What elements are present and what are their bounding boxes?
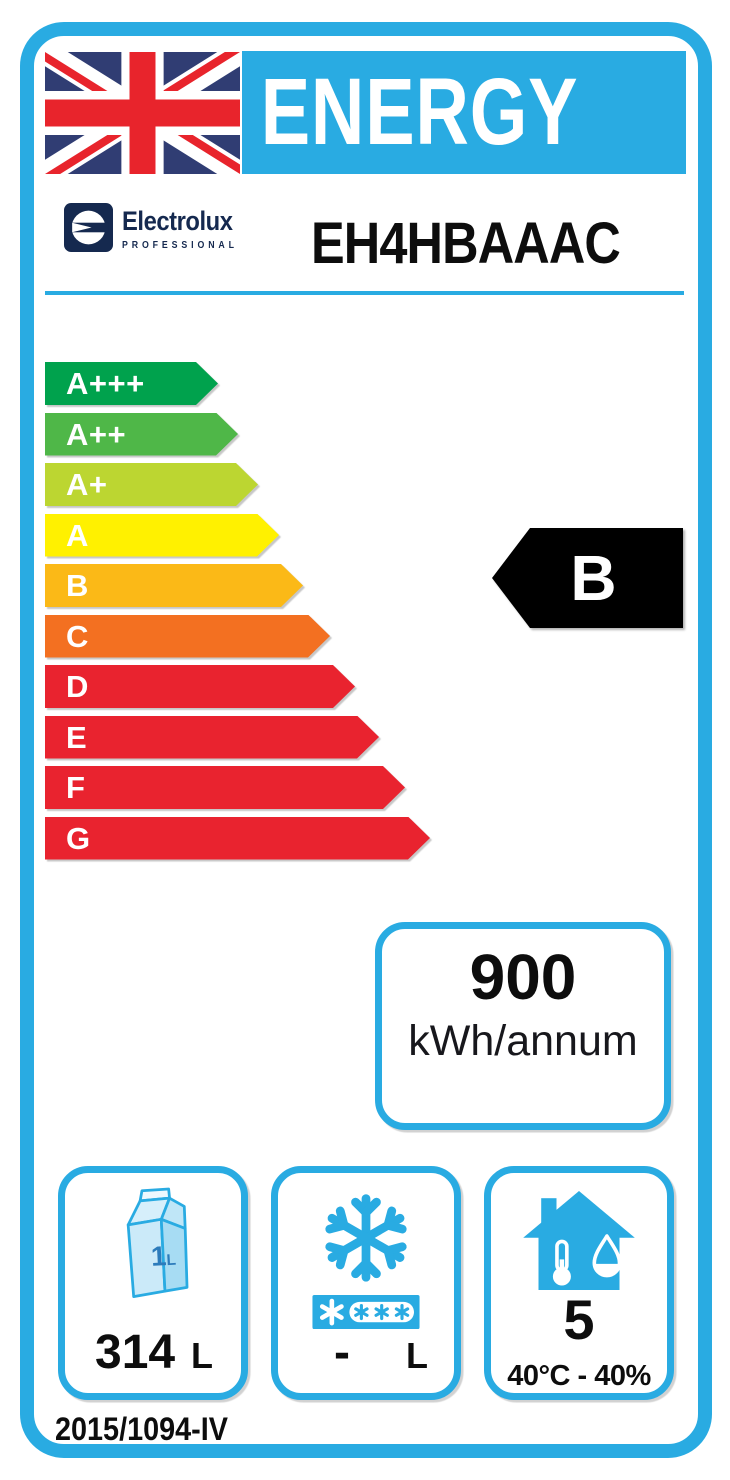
rating-arrow-appp: A+++ — [45, 362, 218, 405]
rating-grade-label: A+ — [66, 467, 108, 502]
rating-grade-label: E — [66, 719, 88, 755]
milk-carton-icon: 1L — [126, 1187, 189, 1298]
rating-grade-label: A++ — [66, 416, 127, 452]
climate-condition: 40°C - 40% — [507, 1360, 651, 1392]
rating-arrow-d: D — [45, 665, 355, 708]
current-rating-arrow: B — [492, 528, 683, 628]
energy-consumption-box: 900 kWh/annum — [375, 922, 671, 1130]
current-rating-grade: B — [492, 528, 683, 628]
rating-arrow-a: A — [45, 514, 279, 557]
brand-logo: Electrolux PROFESSIONAL — [64, 203, 254, 252]
four-star-freezer-icon — [312, 1294, 420, 1329]
energy-title: ENERGY — [260, 59, 579, 165]
rating-arrow-f: F — [45, 766, 405, 809]
house-icon — [523, 1191, 635, 1290]
rating-grade-label: D — [66, 669, 89, 704]
rating-scale: A+++ A++ A+ A B C D E F G — [45, 362, 445, 862]
rating-grade-label: B — [66, 568, 89, 603]
droplet-icon — [592, 1234, 622, 1278]
model-number: EH4HBAAAC — [311, 211, 621, 276]
header-divider — [45, 291, 684, 295]
freezer-box: - L — [271, 1166, 461, 1400]
regulation-reference: 2015/1094-IV — [55, 1411, 228, 1447]
brand-text: Electrolux PROFESSIONAL — [122, 206, 254, 251]
fridge-value-row: 314 L — [65, 1329, 241, 1377]
rating-arrow-app: A++ — [45, 413, 238, 456]
rating-grade-label: G — [66, 820, 91, 856]
union-jack-flag-icon — [45, 52, 240, 174]
rating-arrow-b: B — [45, 564, 303, 607]
fridge-volume-value: 314 — [95, 1326, 176, 1379]
climate-class-value: 5 — [563, 1288, 595, 1351]
fridge-volume-unit: L — [191, 1335, 213, 1376]
thermometer-icon — [552, 1239, 571, 1286]
rating-arrow-g: G — [45, 817, 430, 860]
rating-grade-label: A+++ — [66, 366, 145, 401]
rating-arrow-e: E — [45, 716, 379, 759]
fridge-box: 1L 314 L — [58, 1166, 248, 1400]
energy-unit: kWh/annum — [408, 1016, 638, 1065]
rating-grade-label: F — [66, 770, 86, 805]
rating-arrow-c: C — [45, 615, 330, 658]
brand-name: Electrolux — [122, 206, 233, 236]
freezer-value-row: - L — [278, 1329, 454, 1377]
rating-arrow-ap: A+ — [45, 463, 258, 506]
electrolux-symbol-icon — [64, 203, 113, 252]
climate-box: 5 40°C - 40% — [484, 1166, 674, 1400]
snowflake-icon — [313, 1189, 419, 1287]
brand-subtitle: PROFESSIONAL — [122, 240, 238, 251]
energy-value: 900 — [469, 941, 577, 1013]
freezer-volume-unit: L — [406, 1335, 428, 1376]
carton-volume-label: 1L — [150, 1240, 177, 1272]
energy-banner: ENERGY — [242, 51, 686, 174]
rating-grade-label: C — [66, 618, 89, 654]
rating-grade-label: A — [66, 517, 89, 553]
freezer-volume-value: - — [334, 1326, 350, 1379]
